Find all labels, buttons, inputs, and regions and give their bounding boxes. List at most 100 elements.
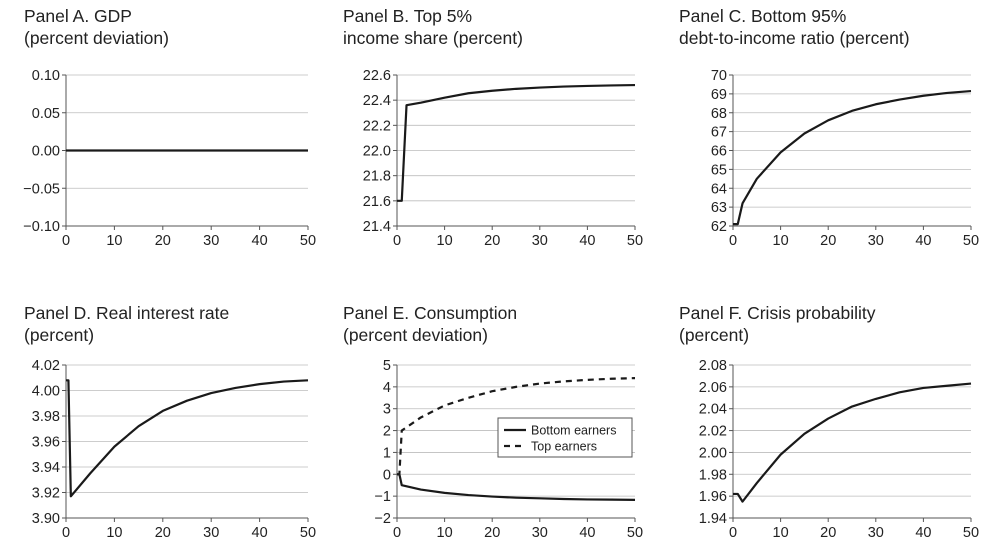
panel-f-y-tick-label: 2.04 <box>699 402 727 418</box>
panel-e-y-tick-label: 4 <box>383 380 391 396</box>
panel-f-title-line-2: (percent) <box>679 325 749 345</box>
panel-d-x-tick-label: 0 <box>62 525 70 541</box>
panel-e-x-tick-label: 30 <box>532 525 548 541</box>
panel-b-x-tick-label: 10 <box>437 233 453 249</box>
panel-e-y-tick-label: −1 <box>374 489 391 505</box>
panel-a-x-tick-label: 20 <box>155 233 171 249</box>
panel-d-y-tick-label: 4.00 <box>32 384 60 400</box>
panel-b-x-tick-label: 30 <box>532 233 548 249</box>
panel-c-series-1 <box>733 89 972 226</box>
panel-e-y-tick-label: −2 <box>374 511 391 527</box>
panel-b-y-tick-label: 22.0 <box>363 144 391 160</box>
panel-b-y-tick-label: 21.4 <box>363 219 391 235</box>
panel-b-title-line-2: income share (percent) <box>343 28 523 48</box>
panel-c-x-tick-label: 20 <box>820 233 836 249</box>
panel-f-y-tick-label: 2.08 <box>699 358 727 374</box>
panel-f-x-tick-label: 10 <box>773 525 789 541</box>
panel-c-x-tick-label: 30 <box>868 233 884 249</box>
panel-e-y-tick-label: 5 <box>383 358 391 374</box>
panel-e-y-tick-label: 1 <box>383 445 391 461</box>
panel-e-title-line-1: Panel E. Consumption <box>343 303 517 323</box>
panel-e-x-tick-label: 50 <box>627 525 643 541</box>
panel-f-x-tick-label: 20 <box>820 525 836 541</box>
panel-a-x-tick-label: 10 <box>106 233 122 249</box>
panel-d-series-1 <box>66 379 309 498</box>
panel-a-y-tick-label: 0.00 <box>32 144 60 160</box>
panel-a-y-tick-label: 0.05 <box>32 106 60 122</box>
panel-c-title-line-2: debt-to-income ratio (percent) <box>679 28 910 48</box>
panel-d-x-tick-label: 30 <box>203 525 219 541</box>
panel-b-series-1 <box>397 83 636 202</box>
panel-a: Panel A. GDP(percent deviation) 0.10 0.05 0… <box>23 6 316 249</box>
panel-a-y-tick-label: −0.05 <box>23 181 60 197</box>
panel-a-x-tick-label: 30 <box>203 233 219 249</box>
panel-f-y-tick-label: 2.02 <box>699 424 727 440</box>
panel-c-x-tick-label: 40 <box>915 233 931 249</box>
panel-b-x-tick-label: 20 <box>484 233 500 249</box>
panel-f-x-tick-label: 30 <box>868 525 884 541</box>
panel-b-title-line-1: Panel B. Top 5% <box>343 6 472 26</box>
panel-d-x-tick-label: 20 <box>155 525 171 541</box>
panel-d-y-tick-label: 3.90 <box>32 511 60 527</box>
panel-c-y-tick-label: 70 <box>711 68 727 84</box>
panel-c-y-tick-label: 64 <box>711 181 727 197</box>
panel-d-y-tick-label: 4.02 <box>32 358 60 374</box>
panel-e-title-line-2: (percent deviation) <box>343 325 488 345</box>
panel-b-y-tick-label: 22.2 <box>363 118 391 134</box>
panel-a-title-line-1: Panel A. GDP <box>24 6 132 26</box>
panel-a-x-tick-label: 50 <box>300 233 316 249</box>
panel-f-x-tick-label: 50 <box>963 525 979 541</box>
panel-c-x-tick-label: 0 <box>729 233 737 249</box>
panel-e-series-top-earners <box>397 377 636 476</box>
panel-f-y-tick-label: 1.96 <box>699 489 727 505</box>
panel-c-x-tick-label: 50 <box>963 233 979 249</box>
panel-c-title-line-1: Panel C. Bottom 95% <box>679 6 846 26</box>
panel-e-x-tick-label: 0 <box>393 525 401 541</box>
panel-d-x-tick-label: 10 <box>106 525 122 541</box>
panel-a-y-tick-label: 0.10 <box>32 68 60 84</box>
panel-b: Panel B. Top 5%income share (percent) 22.… <box>343 6 643 249</box>
panel-e-legend-box <box>497 417 633 458</box>
panel-d-x-tick-label: 40 <box>252 525 268 541</box>
panel-c-y-tick-label: 69 <box>711 87 727 103</box>
panel-b-x-tick-label: 50 <box>627 233 643 249</box>
panel-a-y-tick-label: −0.10 <box>23 219 60 235</box>
panel-d-y-tick-label: 3.92 <box>32 486 60 502</box>
panel-f-y-tick-label: 1.94 <box>699 511 727 527</box>
panel-e-x-tick-label: 40 <box>579 525 595 541</box>
panel-c-y-tick-label: 62 <box>711 219 727 235</box>
panel-f-title-line-1: Panel F. Crisis probability <box>679 303 876 323</box>
panel-e: Panel E. Consumption(percent deviation) 5… <box>343 303 643 541</box>
panel-a-x-tick-label: 0 <box>62 233 70 249</box>
panel-e-x-tick-label: 10 <box>437 525 453 541</box>
panel-c-y-tick-label: 68 <box>711 106 727 122</box>
panel-e-y-tick-label: 0 <box>383 467 391 483</box>
panel-d: Panel D. Real interest rate(percent) 4.02… <box>24 303 316 541</box>
panel-f: Panel F. Crisis probability(percent) 2.08… <box>679 303 979 541</box>
panel-c-y-tick-label: 65 <box>711 162 727 178</box>
panel-f-x-tick-label: 0 <box>729 525 737 541</box>
panel-b-x-tick-label: 0 <box>393 233 401 249</box>
panel-c-y-tick-label: 67 <box>711 125 727 141</box>
panel-a-title-line-2: (percent deviation) <box>24 28 169 48</box>
panel-e-legend-label: Top earners <box>531 440 597 454</box>
panel-b-x-tick-label: 40 <box>579 233 595 249</box>
panel-e-legend-label: Bottom earners <box>531 424 616 438</box>
panel-b-y-tick-label: 21.6 <box>363 194 391 210</box>
panel-b-y-tick-label: 22.6 <box>363 68 391 84</box>
panel-b-y-tick-label: 22.4 <box>363 93 391 109</box>
panel-e-y-tick-label: 2 <box>383 424 391 440</box>
panel-f-y-tick-label: 1.98 <box>699 467 727 483</box>
panel-e-series-bottom-earners <box>397 473 636 501</box>
panel-d-title-line-1: Panel D. Real interest rate <box>24 303 229 323</box>
panel-d-title-line-2: (percent) <box>24 325 94 345</box>
panel-d-y-tick-label: 3.98 <box>32 409 60 425</box>
panel-f-series-1 <box>733 382 972 503</box>
panel-d-x-tick-label: 50 <box>300 525 316 541</box>
panel-c-y-tick-label: 66 <box>711 144 727 160</box>
panel-f-x-tick-label: 40 <box>915 525 931 541</box>
panel-c-y-tick-label: 63 <box>711 200 727 216</box>
panel-d-y-tick-label: 3.94 <box>32 460 60 476</box>
panel-a-x-tick-label: 40 <box>252 233 268 249</box>
